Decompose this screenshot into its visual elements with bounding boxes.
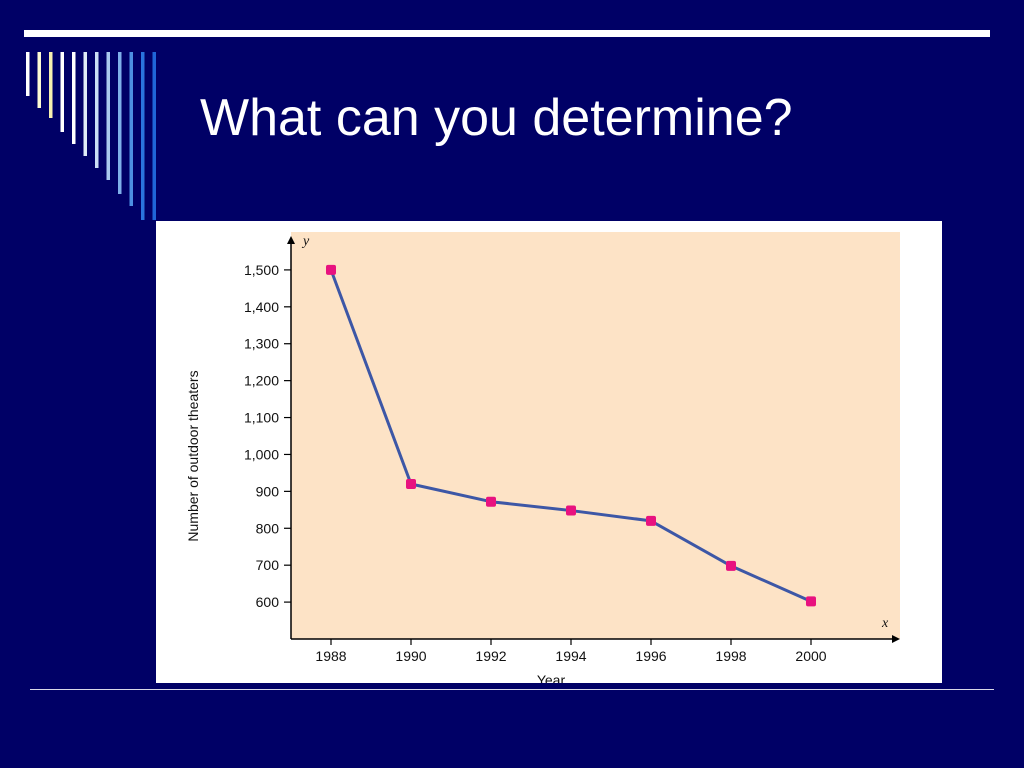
x-tick-label: 1992 bbox=[475, 648, 506, 664]
y-axis-arrow bbox=[287, 236, 295, 244]
x-tick-label: 2000 bbox=[795, 648, 826, 664]
plot-area bbox=[291, 232, 900, 639]
bottom-rule bbox=[30, 689, 994, 690]
x-tick-label: 1994 bbox=[555, 648, 586, 664]
y-tick-label: 800 bbox=[256, 520, 280, 536]
data-point bbox=[806, 596, 816, 607]
x-tick-label: 1996 bbox=[635, 648, 666, 664]
y-axis-letter: y bbox=[301, 234, 310, 249]
decorative-stripes bbox=[26, 52, 156, 220]
data-point bbox=[326, 264, 336, 275]
decor-stripe bbox=[49, 52, 53, 118]
y-tick-label: 1,400 bbox=[244, 299, 279, 315]
y-tick-label: 900 bbox=[256, 483, 280, 499]
y-axis-title: Number of outdoor theaters bbox=[185, 370, 201, 541]
y-tick-label: 1,000 bbox=[244, 446, 279, 462]
line-chart: y x 600 700 800 900 1,000 1,100 1,200 1,300 1,400 1… bbox=[185, 232, 900, 683]
decor-stripe bbox=[129, 52, 133, 206]
y-tick-label: 1,100 bbox=[244, 410, 279, 426]
decor-stripe bbox=[37, 52, 41, 108]
y-tick-label: 1,500 bbox=[244, 262, 279, 278]
decor-stripe bbox=[72, 52, 76, 144]
x-axis-arrow bbox=[892, 635, 900, 643]
decor-stripe bbox=[106, 52, 110, 180]
data-point bbox=[406, 478, 416, 489]
decor-stripe bbox=[95, 52, 99, 168]
decor-stripe bbox=[60, 52, 64, 132]
y-tick-label: 700 bbox=[256, 557, 280, 573]
data-point bbox=[646, 515, 656, 526]
slide-title: What can you determine? bbox=[200, 89, 793, 147]
y-tick-label: 1,200 bbox=[244, 373, 279, 389]
decor-stripe bbox=[118, 52, 122, 194]
data-point bbox=[566, 505, 576, 516]
decor-stripe bbox=[141, 52, 145, 220]
decor-stripe bbox=[152, 52, 156, 220]
chart-card: y x 600 700 800 900 1,000 1,100 1,200 1,300 1,400 1… bbox=[156, 221, 942, 683]
x-axis-letter: x bbox=[881, 616, 889, 631]
decor-stripe bbox=[83, 52, 87, 156]
y-tick-label: 1,300 bbox=[244, 336, 279, 352]
top-rule bbox=[24, 30, 990, 37]
data-point bbox=[486, 496, 496, 507]
x-axis-title: Year bbox=[537, 672, 566, 683]
y-tick-label: 600 bbox=[256, 594, 280, 610]
x-tick-label: 1988 bbox=[315, 648, 346, 664]
decor-stripe bbox=[26, 52, 30, 96]
data-point bbox=[726, 560, 736, 571]
x-tick-label: 1990 bbox=[395, 648, 426, 664]
x-tick-label: 1998 bbox=[715, 648, 746, 664]
